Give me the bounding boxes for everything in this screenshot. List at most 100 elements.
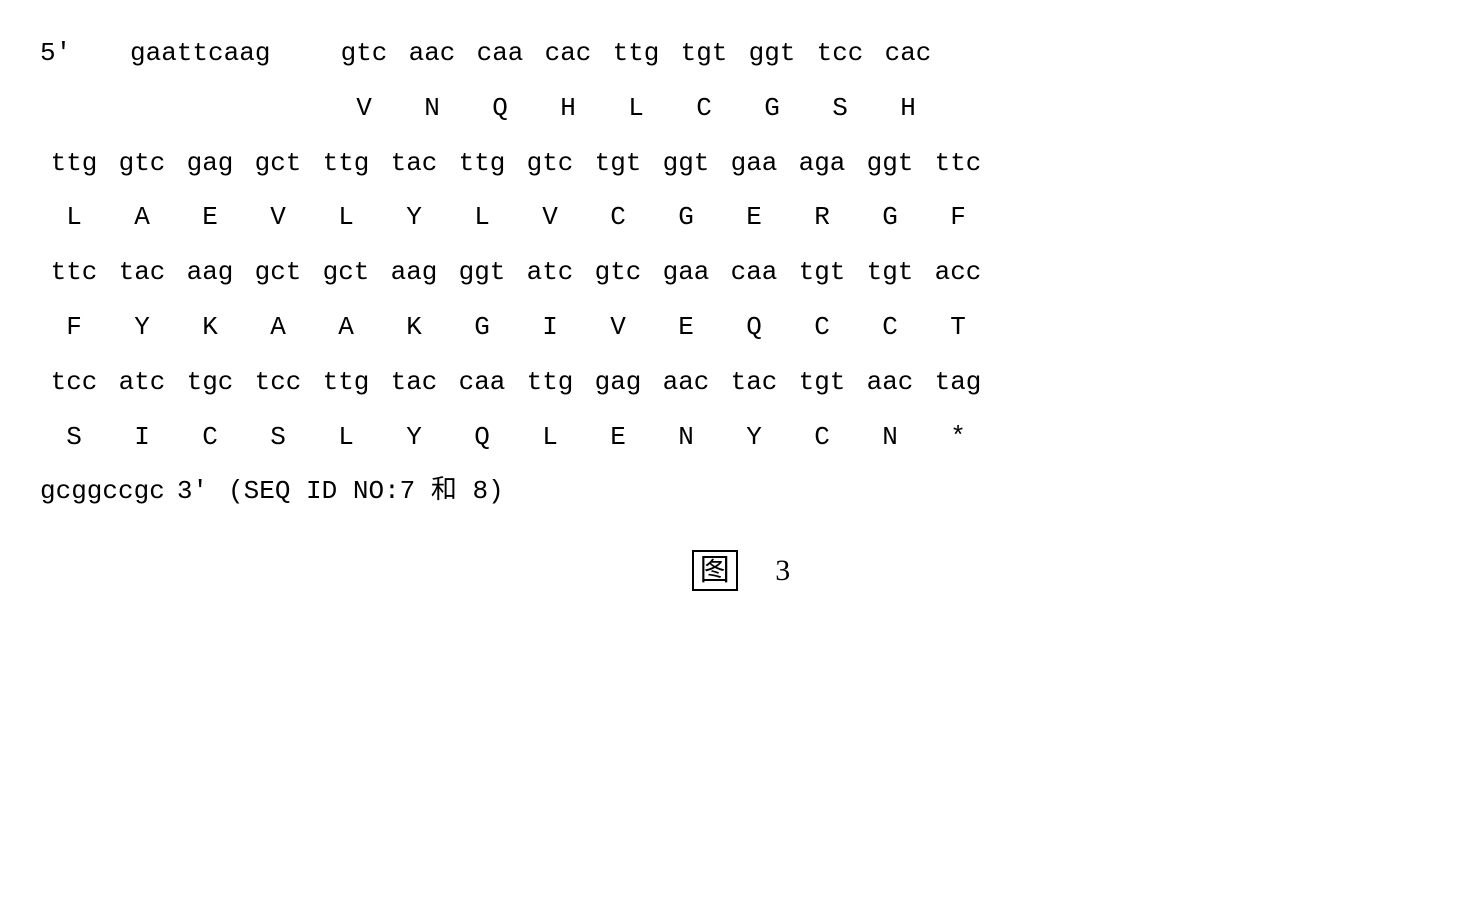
codon: cac bbox=[874, 30, 942, 77]
amino-acid: E bbox=[176, 194, 244, 241]
codon: gtc bbox=[108, 140, 176, 187]
amino-acid: E bbox=[720, 194, 788, 241]
trailer-sequence: gcggccgc bbox=[40, 468, 165, 515]
amino-acid: C bbox=[856, 304, 924, 351]
amino-acid: Y bbox=[380, 414, 448, 461]
codon: ttg bbox=[516, 359, 584, 406]
codon: ttg bbox=[448, 140, 516, 187]
amino-acid: N bbox=[398, 85, 466, 132]
leader-sequence: gaattcaag bbox=[90, 30, 310, 77]
codon: acc bbox=[924, 249, 992, 296]
amino-acid: * bbox=[924, 414, 992, 461]
codon: aac bbox=[652, 359, 720, 406]
codon: atc bbox=[516, 249, 584, 296]
codon: caa bbox=[448, 359, 516, 406]
codon: gag bbox=[176, 140, 244, 187]
trailer-row: gcggccgc 3' (SEQ ID NO:7 和 8) bbox=[40, 468, 1442, 515]
aa-row-3: S I C S L Y Q L E N Y C N * bbox=[40, 414, 1442, 461]
amino-acid: C bbox=[788, 414, 856, 461]
sequence-block: 5' gaattcaag gtc aac caa cac ttg tgt ggt… bbox=[40, 30, 1442, 515]
codon: tac bbox=[108, 249, 176, 296]
amino-acid: G bbox=[652, 194, 720, 241]
spacer bbox=[90, 85, 310, 132]
codon-row-0: 5' gaattcaag gtc aac caa cac ttg tgt ggt… bbox=[40, 30, 1442, 77]
amino-acid: N bbox=[652, 414, 720, 461]
amino-acid: Y bbox=[380, 194, 448, 241]
three-prime-label: 3' bbox=[177, 468, 208, 515]
amino-acid: L bbox=[312, 194, 380, 241]
codon: tac bbox=[720, 359, 788, 406]
codon: tag bbox=[924, 359, 992, 406]
seq-id-label: (SEQ ID NO:7 和 8) bbox=[228, 468, 504, 515]
amino-acid: V bbox=[330, 85, 398, 132]
amino-acid: E bbox=[584, 414, 652, 461]
figure-number: 3 bbox=[775, 554, 790, 587]
spacer bbox=[208, 468, 228, 515]
aa-row-1: L A E V L Y L V C G E R G F bbox=[40, 194, 1442, 241]
amino-acid: A bbox=[244, 304, 312, 351]
amino-acid: L bbox=[40, 194, 108, 241]
amino-acid: S bbox=[244, 414, 312, 461]
amino-acid: L bbox=[312, 414, 380, 461]
amino-acid: L bbox=[602, 85, 670, 132]
aa-row-2: F Y K A A K G I V E Q C C T bbox=[40, 304, 1442, 351]
codon: gct bbox=[312, 249, 380, 296]
amino-acid: N bbox=[856, 414, 924, 461]
codon: tgt bbox=[670, 30, 738, 77]
codon: aag bbox=[176, 249, 244, 296]
amino-acid: A bbox=[312, 304, 380, 351]
amino-acid: E bbox=[652, 304, 720, 351]
codon: tcc bbox=[244, 359, 312, 406]
amino-acid: Q bbox=[720, 304, 788, 351]
codon-row-1: ttg gtc gag gct ttg tac ttg gtc tgt ggt … bbox=[40, 140, 1442, 187]
codon: gtc bbox=[584, 249, 652, 296]
amino-acid: K bbox=[380, 304, 448, 351]
amino-acid: S bbox=[806, 85, 874, 132]
codon: aac bbox=[398, 30, 466, 77]
amino-acid: H bbox=[874, 85, 942, 132]
amino-acid: F bbox=[40, 304, 108, 351]
codon: gct bbox=[244, 249, 312, 296]
amino-acid: H bbox=[534, 85, 602, 132]
codon: caa bbox=[720, 249, 788, 296]
codon: caa bbox=[466, 30, 534, 77]
codon: gaa bbox=[652, 249, 720, 296]
amino-acid: A bbox=[108, 194, 176, 241]
gap bbox=[310, 30, 330, 77]
amino-acid: Q bbox=[448, 414, 516, 461]
amino-acid: C bbox=[176, 414, 244, 461]
amino-acid: F bbox=[924, 194, 992, 241]
amino-acid: I bbox=[516, 304, 584, 351]
amino-acid: I bbox=[108, 414, 176, 461]
codon-row-2: ttc tac aag gct gct aag ggt atc gtc gaa … bbox=[40, 249, 1442, 296]
amino-acid: Q bbox=[466, 85, 534, 132]
figure-label: 图 3 bbox=[40, 545, 1442, 589]
amino-acid: V bbox=[244, 194, 312, 241]
codon: ggt bbox=[738, 30, 806, 77]
codon: aac bbox=[856, 359, 924, 406]
codon: ttc bbox=[924, 140, 992, 187]
gap bbox=[310, 85, 330, 132]
codon: tcc bbox=[806, 30, 874, 77]
codon: tgt bbox=[584, 140, 652, 187]
codon: ttg bbox=[602, 30, 670, 77]
amino-acid: K bbox=[176, 304, 244, 351]
aa-row-0: V N Q H L C G S H bbox=[40, 85, 1442, 132]
codon: gtc bbox=[330, 30, 398, 77]
codon: ttg bbox=[312, 140, 380, 187]
amino-acid: Y bbox=[720, 414, 788, 461]
figure-word: 图 bbox=[692, 550, 738, 591]
codon: atc bbox=[108, 359, 176, 406]
codon: gct bbox=[244, 140, 312, 187]
codon: tgt bbox=[856, 249, 924, 296]
codon: ttc bbox=[40, 249, 108, 296]
codon: tgt bbox=[788, 359, 856, 406]
amino-acid: C bbox=[584, 194, 652, 241]
spacer bbox=[165, 468, 177, 515]
codon: gaa bbox=[720, 140, 788, 187]
amino-acid: L bbox=[516, 414, 584, 461]
codon: tcc bbox=[40, 359, 108, 406]
codon: gag bbox=[584, 359, 652, 406]
codon-row-3: tcc atc tgc tcc ttg tac caa ttg gag aac … bbox=[40, 359, 1442, 406]
five-prime-label: 5' bbox=[40, 30, 90, 77]
